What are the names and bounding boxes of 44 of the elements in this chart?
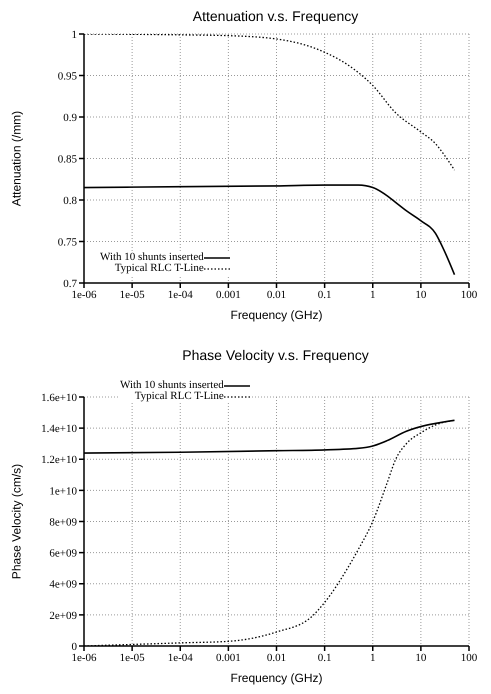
x-tick-label: 0.01 xyxy=(266,652,286,664)
x-tick-label: 1e-06 xyxy=(71,288,98,301)
x-tick-label: 0.01 xyxy=(266,288,286,301)
y-tick-label: 8e+09 xyxy=(49,516,78,528)
y-tick-label: 0.95 xyxy=(58,70,78,82)
x-tick-label: 1e-05 xyxy=(120,652,146,664)
y-tick-label: 0.85 xyxy=(58,153,78,166)
x-tick-label: 1e-04 xyxy=(168,288,194,301)
x-tick-label: 1e-04 xyxy=(168,652,194,664)
y-axis-title: Phase Velocity (cm/s) xyxy=(9,464,24,580)
y-tick-label: 0.9 xyxy=(63,112,78,124)
y-tick-label: 0.7 xyxy=(63,278,78,290)
x-tick-label: 1 xyxy=(370,652,376,664)
y-tick-label: 2e+09 xyxy=(49,610,78,622)
y-axis-title: Attenuation (/mm) xyxy=(9,110,24,206)
x-tick-label: 0.1 xyxy=(318,652,332,664)
x-tick-label: 0.001 xyxy=(216,652,241,664)
legend-label: Typical RLC T-Line xyxy=(114,262,204,274)
y-tick-label: 1.6e+10 xyxy=(41,392,78,404)
y-tick-label: 0.75 xyxy=(58,236,78,248)
x-tick-label: 1e-05 xyxy=(120,288,146,301)
x-axis-title: Frequency (GHz) xyxy=(230,671,323,685)
legend-label: With 10 shunts inserted xyxy=(100,251,204,263)
chart-title: Attenuation v.s. Frequency xyxy=(192,8,360,26)
x-axis-title: Frequency (GHz) xyxy=(230,308,323,322)
y-tick-label: 1.4e+10 xyxy=(41,423,78,436)
x-tick-label: 1 xyxy=(370,288,376,301)
chart-title: Phase Velocity v.s. Frequency xyxy=(181,347,370,365)
y-tick-label: 4e+09 xyxy=(49,578,78,591)
legend-label: With 10 shunts inserted xyxy=(120,379,224,391)
x-tick-label: 100 xyxy=(460,288,478,301)
x-tick-label: 100 xyxy=(460,652,478,664)
x-tick-label: 0.1 xyxy=(318,288,332,301)
y-tick-label: 0 xyxy=(72,640,78,653)
x-tick-label: 1e-06 xyxy=(71,652,98,664)
y-tick-label: 1e+10 xyxy=(49,485,78,498)
y-tick-label: 0.8 xyxy=(63,194,78,207)
y-tick-label: 1 xyxy=(72,28,77,41)
y-tick-label: 6e+09 xyxy=(49,548,78,560)
legend-label: Typical RLC T-Line xyxy=(134,390,224,402)
y-tick-label: 1.2e+10 xyxy=(41,454,78,466)
x-tick-label: 10 xyxy=(415,288,427,301)
x-tick-label: 10 xyxy=(415,652,427,664)
x-tick-label: 0.001 xyxy=(216,288,241,301)
